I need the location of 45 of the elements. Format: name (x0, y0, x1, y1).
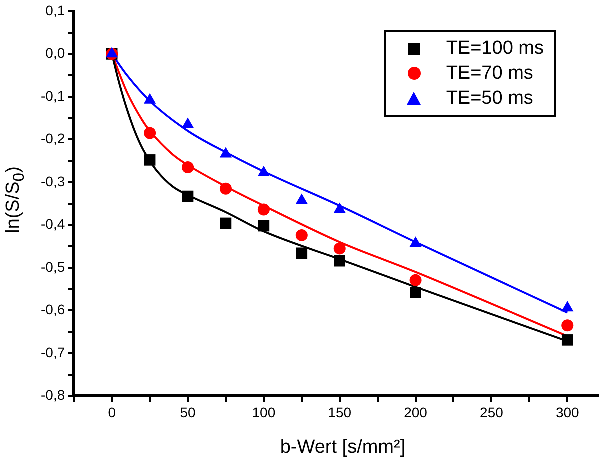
y-tick-label: -0,8 (41, 387, 66, 404)
point (182, 118, 194, 128)
point (562, 320, 574, 332)
x-tick-label: 300 (556, 404, 580, 420)
point (410, 287, 422, 298)
x-tick-label: 150 (328, 404, 352, 420)
y-tick-label: -0,7 (41, 344, 66, 360)
x-tick-label: 200 (404, 404, 428, 420)
point (562, 301, 574, 312)
point (182, 190, 194, 202)
y-tick-label: 0,1 (46, 2, 66, 18)
point (296, 194, 308, 204)
point (258, 220, 270, 232)
x-tick-label: 250 (480, 404, 504, 420)
y-tick-label: -0,4 (41, 216, 66, 232)
y-tick-label: -0,6 (41, 302, 66, 318)
legend-label: TE=100 ms (446, 37, 544, 61)
x-tick-label: 50 (180, 404, 196, 420)
point (334, 202, 346, 214)
y-tick-label: -0,5 (41, 258, 66, 275)
point (182, 161, 194, 174)
point (296, 229, 308, 242)
point (562, 334, 574, 346)
point (144, 93, 156, 104)
legend-label: TE=50 ms (446, 87, 534, 111)
y-tick-label: -0,3 (41, 173, 66, 190)
x-tick-label: 100 (252, 404, 276, 420)
point (258, 166, 270, 177)
point (144, 127, 156, 140)
point (220, 218, 232, 230)
point (296, 248, 308, 260)
point (258, 204, 270, 216)
x-tick-label: 0 (108, 404, 116, 420)
point (410, 236, 422, 248)
point (334, 255, 346, 267)
y-tick-label: 0,0 (46, 45, 66, 62)
point (334, 242, 346, 255)
point (144, 154, 156, 166)
point (410, 274, 422, 286)
y-tick-label: -0,1 (41, 88, 66, 104)
point (220, 182, 232, 195)
y-tick-label: -0,2 (41, 130, 66, 147)
point (220, 147, 232, 158)
legend-label: TE=70 ms (446, 62, 534, 86)
x-axis-title: b-Wert [s/mm²] (279, 437, 407, 459)
